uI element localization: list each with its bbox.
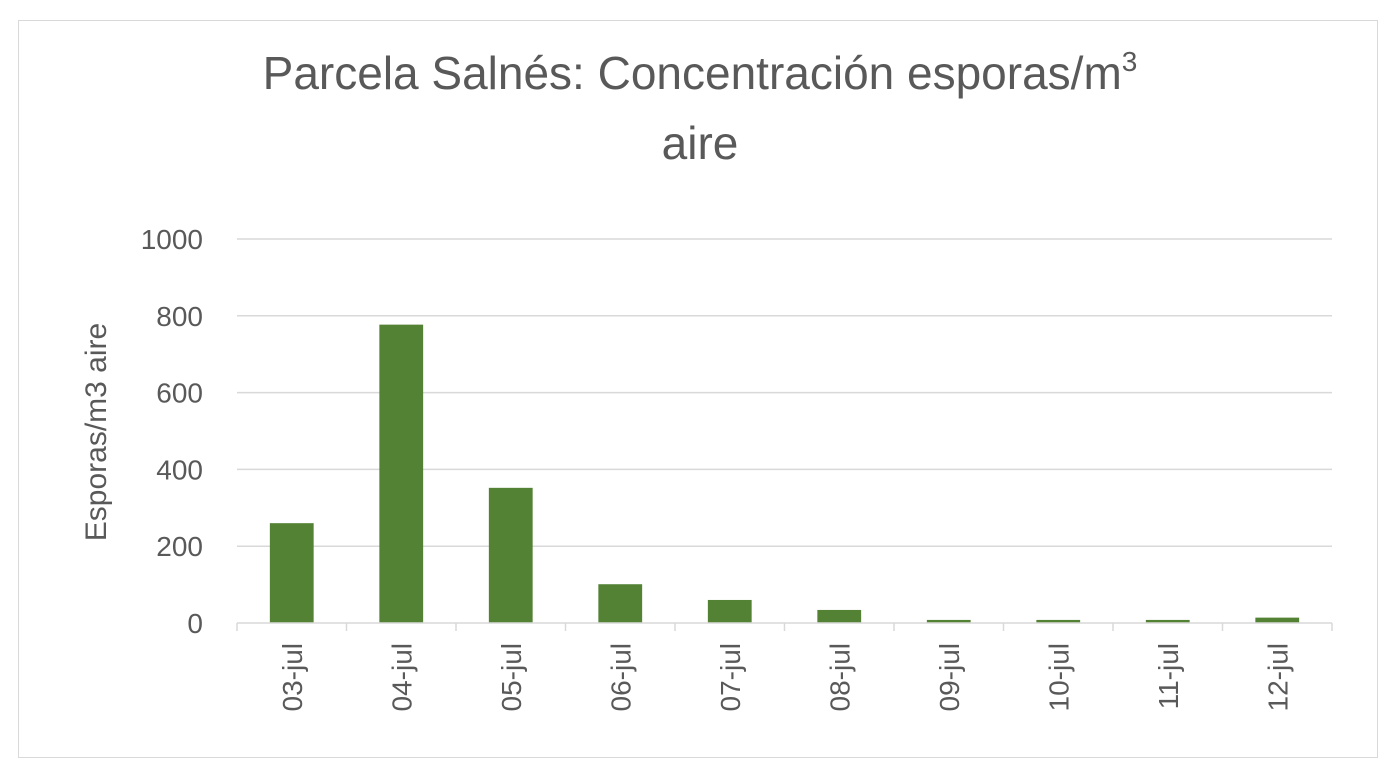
y-tick-labels: 0 200 400 600 800 1000 bbox=[141, 224, 203, 639]
bar-04-jul bbox=[379, 324, 424, 623]
x-tick-label: 03-jul bbox=[277, 643, 308, 711]
bar-10-jul bbox=[1036, 619, 1081, 623]
x-tick-labels: 03-jul 04-jul 05-jul 06-jul 07-jul 08-jul 09-j… bbox=[277, 643, 1294, 711]
bars bbox=[269, 324, 1300, 623]
x-tick-label: 08-jul bbox=[824, 643, 855, 711]
x-tick-label: 12-jul bbox=[1262, 643, 1293, 711]
x-tick-label: 04-jul bbox=[386, 643, 417, 711]
x-tick-label: 11-jul bbox=[1153, 643, 1184, 709]
bar-12-jul bbox=[1255, 617, 1300, 623]
chart-title: Parcela Salnés: Concentración esporas/m3… bbox=[150, 38, 1250, 178]
x-tick-label: 05-jul bbox=[496, 643, 527, 711]
chart-frame bbox=[18, 20, 1378, 758]
chart-title-superscript: 3 bbox=[1121, 46, 1138, 77]
chart-title-line-2: aire bbox=[661, 117, 739, 169]
x-tick-label: 06-jul bbox=[605, 643, 636, 711]
y-tick-label: 200 bbox=[156, 531, 203, 562]
y-axis-title: Esporas/m3 aire bbox=[80, 323, 113, 541]
y-tick-label: 400 bbox=[156, 454, 203, 485]
x-tick-label: 07-jul bbox=[715, 643, 746, 711]
bar-09-jul bbox=[926, 619, 971, 623]
x-axis bbox=[236, 622, 1333, 631]
y-tick-label: 0 bbox=[187, 608, 203, 639]
y-tick-label: 600 bbox=[156, 378, 203, 409]
bar-11-jul bbox=[1145, 619, 1190, 623]
chart-title-line-1: Parcela Salnés: Concentración esporas/m3 bbox=[150, 38, 1250, 108]
bar-03-jul bbox=[269, 523, 314, 623]
y-tick-label: 800 bbox=[156, 301, 203, 332]
bar-05-jul bbox=[488, 487, 533, 623]
y-tick-label: 1000 bbox=[141, 224, 203, 255]
x-tick-label: 10-jul bbox=[1043, 643, 1074, 711]
x-tick-label: 09-jul bbox=[934, 643, 965, 711]
bar-07-jul bbox=[707, 599, 752, 623]
bar-06-jul bbox=[598, 584, 643, 623]
chart-title-main: Parcela Salnés: Concentración esporas/m bbox=[262, 47, 1122, 99]
bar-08-jul bbox=[817, 609, 862, 623]
